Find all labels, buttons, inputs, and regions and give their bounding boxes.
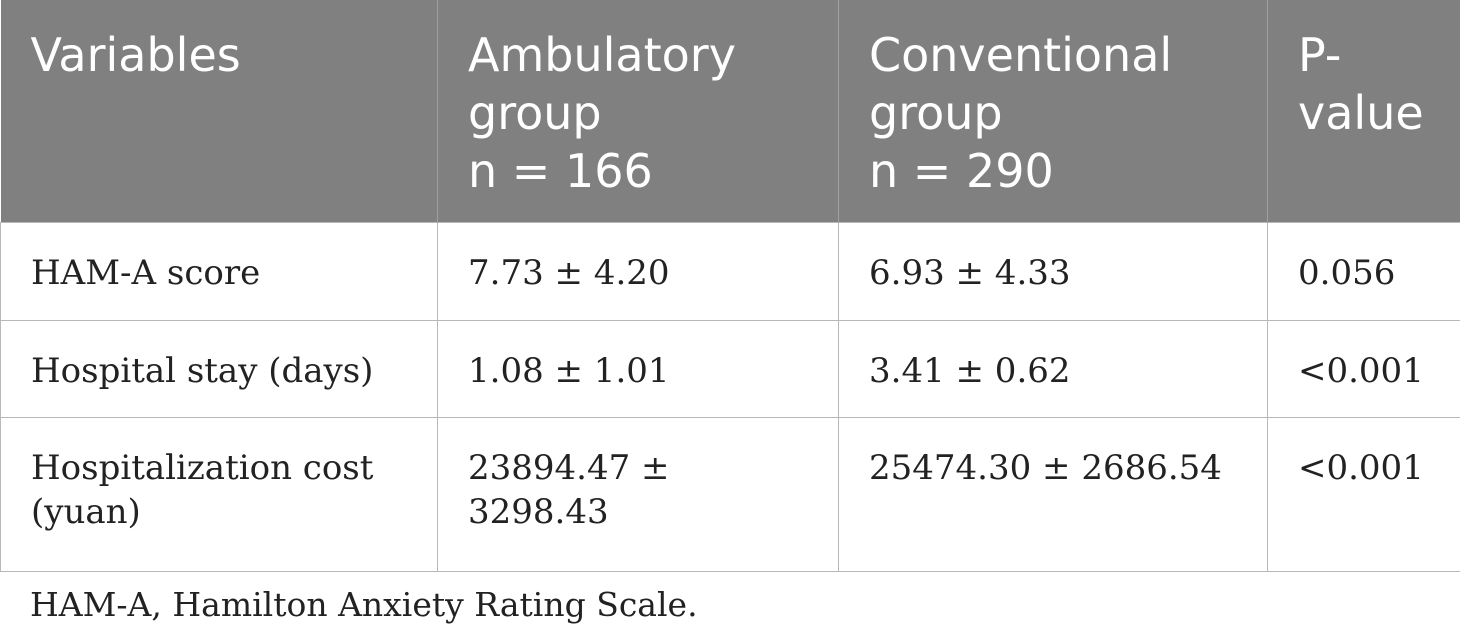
table-header: Variables Ambulatory group n = 166 Conve… xyxy=(0,0,1460,223)
table-footnote: HAM-A, Hamilton Anxiety Rating Scale. xyxy=(30,585,698,624)
cell-p-value: <0.001 xyxy=(1267,320,1460,418)
data-table: Variables Ambulatory group n = 166 Conve… xyxy=(0,0,1460,572)
cell-p-value: <0.001 xyxy=(1267,417,1460,572)
table-row: HAM-A score 7.73 ± 4.20 6.93 ± 4.33 0.05… xyxy=(0,222,1460,321)
header-conventional-line: n = 290 xyxy=(869,144,1054,198)
table-row: Hospital stay (days) 1.08 ± 1.01 3.41 ± … xyxy=(0,320,1460,418)
header-variables-line: Variables xyxy=(30,28,241,82)
cell-conventional: 6.93 ± 4.33 xyxy=(838,222,1268,321)
header-p-value-line: P- xyxy=(1298,28,1342,82)
cell-variable-text: (yuan) xyxy=(31,492,141,532)
header-ambulatory-line: Ambulatory xyxy=(468,28,736,82)
header-p-value-line: value xyxy=(1298,86,1424,140)
cell-ambulatory: 1.08 ± 1.01 xyxy=(437,320,839,418)
table-body: HAM-A score 7.73 ± 4.20 6.93 ± 4.33 0.05… xyxy=(0,222,1460,572)
cell-variable: Hospitalization cost (yuan) xyxy=(0,417,438,572)
cell-conventional: 3.41 ± 0.62 xyxy=(838,320,1268,418)
table-row: Hospitalization cost (yuan) 23894.47 ± 3… xyxy=(0,417,1460,572)
cell-variable: Hospital stay (days) xyxy=(0,320,438,418)
cell-ambulatory: 23894.47 ± 3298.43 xyxy=(437,417,839,572)
cell-conventional: 25474.30 ± 2686.54 xyxy=(838,417,1268,572)
header-ambulatory-group: Ambulatory group n = 166 xyxy=(437,0,839,223)
cell-variable: HAM-A score xyxy=(0,222,438,321)
cell-variable-text: HAM-A score xyxy=(31,253,261,293)
header-conventional-line: group xyxy=(869,86,1003,140)
header-ambulatory-line: n = 166 xyxy=(468,144,653,198)
cell-variable-text: Hospital stay (days) xyxy=(31,351,374,391)
header-row: Variables Ambulatory group n = 166 Conve… xyxy=(0,0,1460,223)
cell-ambulatory: 7.73 ± 4.20 xyxy=(437,222,839,321)
cell-variable-text: Hospitalization cost xyxy=(31,448,374,488)
cell-p-value: 0.056 xyxy=(1267,222,1460,321)
header-p-value: P- value xyxy=(1267,0,1460,223)
data-table-container: Variables Ambulatory group n = 166 Conve… xyxy=(0,0,1460,572)
header-conventional-line: Conventional xyxy=(869,28,1173,82)
header-conventional-group: Conventional group n = 290 xyxy=(838,0,1268,223)
header-variables: Variables xyxy=(0,0,438,223)
header-ambulatory-line: group xyxy=(468,86,602,140)
